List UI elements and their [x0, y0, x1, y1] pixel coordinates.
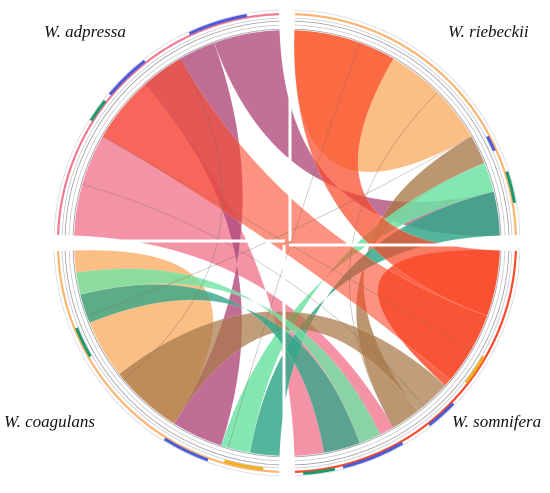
- track-somnifera-2: [294, 250, 510, 466]
- track-riebeckii-1: [294, 24, 506, 236]
- track-coagulans-3: [61, 250, 280, 469]
- track-somnifera-1: [294, 250, 506, 462]
- ring-segment-6: [342, 441, 404, 469]
- track-somnifera-3: [294, 250, 513, 469]
- ring-segment-4: [486, 135, 496, 152]
- group-arc-riebeckii: [294, 13, 517, 236]
- track-riebeckii-0: [294, 28, 502, 236]
- chord-somnifera-riebeckii: [293, 29, 501, 317]
- ring-segment-1: [188, 14, 248, 35]
- thin-link-4: [86, 136, 472, 317]
- outer-track-adpressa: [53, 9, 279, 235]
- ring-segment-11: [223, 459, 264, 471]
- chord-coagulans-somnifera-green: [75, 268, 381, 444]
- ring-segment-3: [505, 171, 516, 204]
- label-w-somnifera: W. somnifera: [452, 412, 542, 431]
- chord-coagulans-somnifera-teal: [79, 284, 361, 454]
- track-adpressa-0: [72, 28, 280, 236]
- track-coagulans-0: [72, 250, 280, 458]
- label-w-riebeckii: W. riebeckii: [448, 22, 529, 41]
- group-arc-somnifera: [294, 250, 517, 473]
- track-adpressa-1: [68, 24, 280, 236]
- track-adpressa-2: [64, 20, 280, 236]
- ring-segment-0: [108, 59, 146, 96]
- label-w-adpressa: W. adpressa: [44, 22, 126, 41]
- chord-somnifera-adpressa: [102, 58, 488, 381]
- track-coagulans-2: [64, 250, 280, 466]
- track-somnifera-0: [294, 250, 502, 458]
- thin-link-5: [82, 183, 425, 407]
- thin-link-3: [123, 58, 223, 381]
- outer-track-coagulans: [53, 251, 279, 477]
- track-adpressa-3: [61, 17, 280, 236]
- label-w-coagulans: W. coagulans: [4, 412, 95, 431]
- track-coagulans-1: [68, 250, 280, 462]
- ring-segment-2: [89, 99, 107, 122]
- track-riebeckii-2: [294, 20, 510, 236]
- outer-rings: [53, 9, 521, 477]
- ring-segment-8: [464, 355, 485, 384]
- group-arc-adpressa: [57, 13, 280, 236]
- track-riebeckii-3: [294, 17, 513, 236]
- outer-track-riebeckii: [295, 9, 521, 235]
- chord-somnifera-coagulans-brown: [118, 311, 446, 425]
- ring-segment-7: [302, 467, 336, 475]
- ring-segment-9: [163, 437, 209, 462]
- outer-track-somnifera: [295, 251, 521, 477]
- thin-link-2: [102, 136, 472, 350]
- ring-segment-10: [75, 327, 92, 358]
- group-arc-coagulans: [57, 250, 280, 473]
- chord-ribbons: [47, 7, 527, 479]
- ring-segment-5: [428, 402, 455, 427]
- thin-link-1: [349, 92, 438, 428]
